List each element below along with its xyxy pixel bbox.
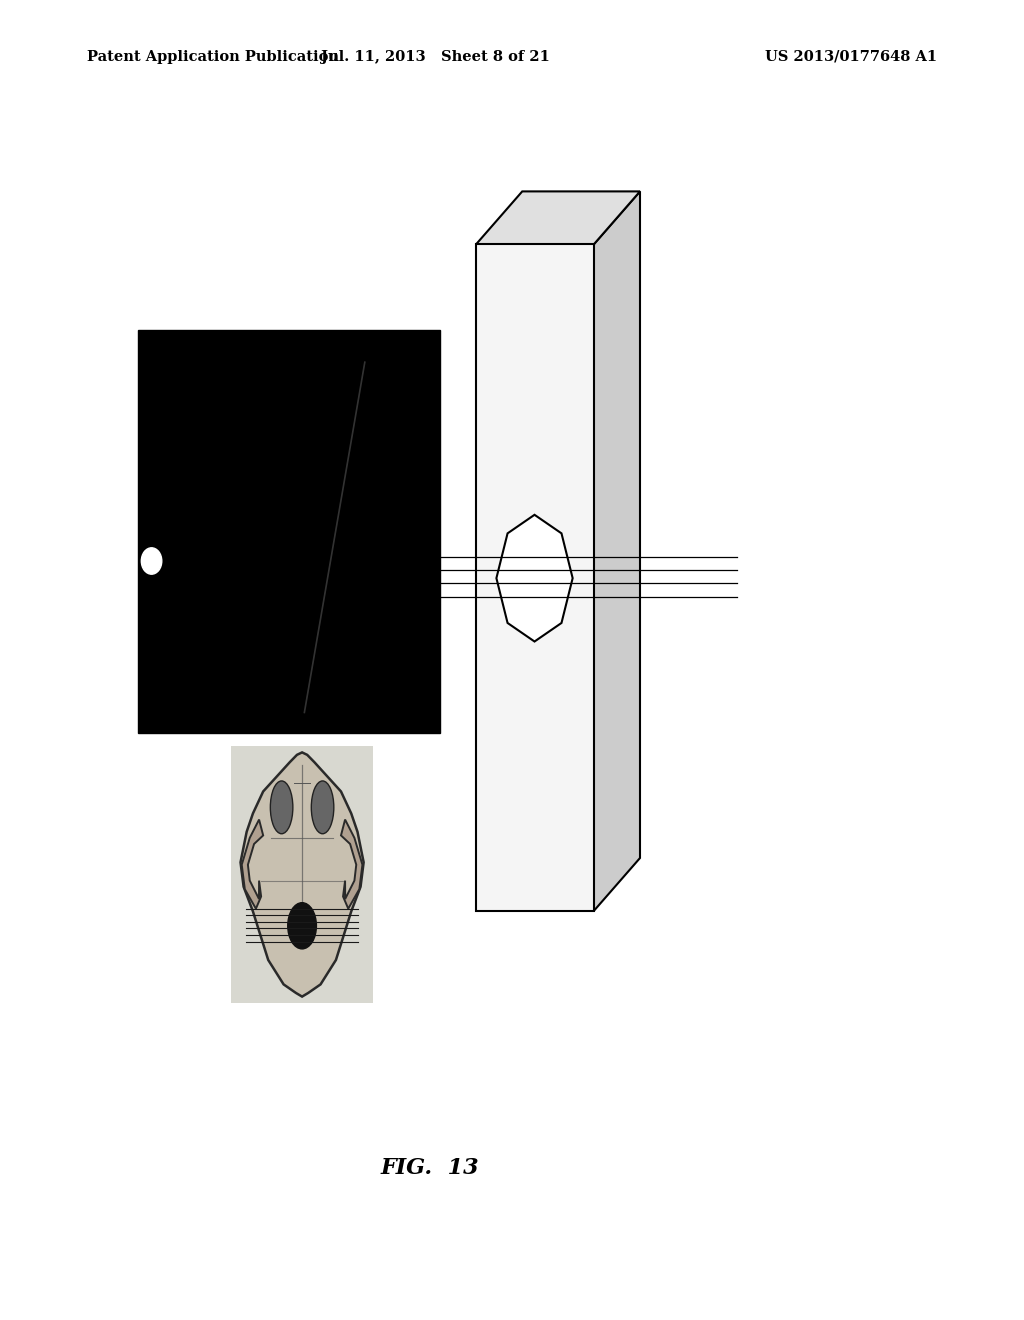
Polygon shape (341, 820, 362, 908)
Polygon shape (497, 515, 572, 642)
Polygon shape (241, 752, 364, 997)
Bar (138, 330, 440, 733)
Text: Jul. 11, 2013   Sheet 8 of 21: Jul. 11, 2013 Sheet 8 of 21 (321, 50, 550, 63)
Polygon shape (242, 820, 263, 908)
Polygon shape (594, 191, 640, 911)
Circle shape (141, 548, 162, 574)
Polygon shape (476, 191, 640, 244)
Bar (476, 244, 594, 911)
Ellipse shape (311, 781, 334, 834)
Text: Patent Application Publication: Patent Application Publication (87, 50, 339, 63)
Ellipse shape (288, 903, 316, 949)
Bar (230, 746, 374, 1003)
Text: FIG.  13: FIG. 13 (381, 1158, 479, 1179)
Ellipse shape (270, 781, 293, 834)
Text: US 2013/0177648 A1: US 2013/0177648 A1 (765, 50, 937, 63)
